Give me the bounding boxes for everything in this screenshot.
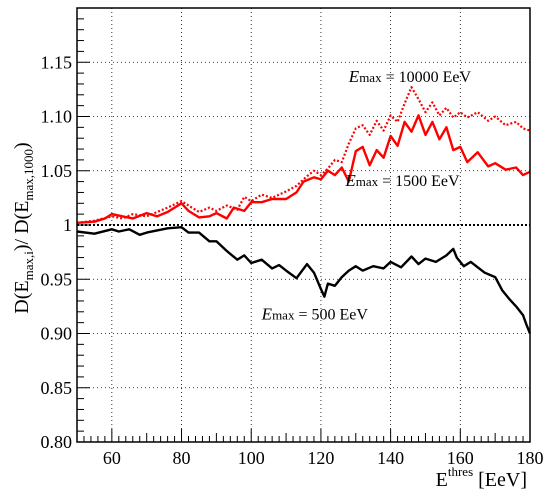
annotation-label: Emax = 1500 EeV: [344, 171, 460, 190]
x-tick-label: 160: [447, 448, 474, 468]
y-tick-label: 0.95: [41, 269, 73, 289]
y-tick-label: 0.80: [41, 432, 73, 452]
y-tick-label: 1.15: [41, 52, 73, 72]
x-axis-label: Ethres [EeV]: [436, 464, 527, 491]
annotation-symbol: E: [348, 67, 360, 86]
y-tick-label: 0.90: [41, 324, 73, 344]
tick-labels: 60 80 100 120 140 160 180 0.80 0.85 0.90 0.95 1 1.05…: [41, 52, 544, 468]
x-tick-label: 80: [173, 448, 191, 468]
y-tick-label: 1.10: [41, 107, 73, 127]
x-axis-label-sup: thres: [448, 464, 473, 479]
series-line-2: [76, 86, 531, 224]
x-tick-label: 60: [103, 448, 121, 468]
series-line-0: [76, 225, 532, 334]
y-axis-label-sub1: max,i: [21, 251, 36, 281]
y-tick-label: 0.85: [41, 378, 73, 398]
x-tick-label: 180: [517, 448, 544, 468]
annotation-label: Emax = 500 EeV: [261, 304, 369, 323]
annotation-subscript: max: [359, 70, 382, 85]
annotation-symbol: E: [344, 171, 356, 190]
annotation-subscript: max: [272, 307, 295, 322]
y-axis-label-end: ): [11, 142, 33, 149]
y-tick-label: 1: [63, 215, 72, 235]
y-axis-label: D(Emax,i)/ D(Emax,1000): [11, 142, 36, 313]
y-axis-label-main: D(E: [11, 280, 33, 313]
x-tick-label: 120: [307, 448, 334, 468]
annotation-label: Emax = 10000 EeV: [348, 67, 472, 86]
series-group: [76, 86, 532, 334]
x-axis-label-main: E: [436, 469, 448, 491]
x-tick-label: 100: [238, 448, 265, 468]
x-tick-label: 140: [377, 448, 404, 468]
series-line-1: [76, 114, 531, 224]
y-tick-label: 1.05: [41, 161, 73, 181]
annotation-subscript: max: [356, 174, 379, 189]
annotation-value: = 500 EeV: [294, 306, 368, 323]
y-axis-label-mid: )/ D(E: [11, 201, 33, 252]
annotation-value: = 1500 EeV: [378, 173, 460, 190]
annotation-symbol: E: [261, 304, 273, 323]
y-axis-label-sub2: max,1000: [21, 149, 36, 201]
x-axis-label-unit: [EeV]: [473, 469, 527, 491]
annotation-value: = 10000 EeV: [382, 69, 472, 86]
axis-ticks: [76, 7, 531, 443]
